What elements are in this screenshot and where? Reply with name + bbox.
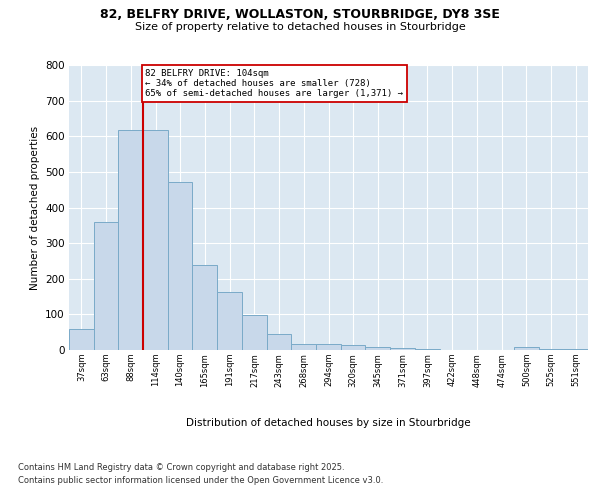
Bar xyxy=(192,265,217,350)
Bar xyxy=(143,130,168,350)
Bar xyxy=(242,315,267,350)
Bar xyxy=(365,347,390,350)
Bar xyxy=(390,348,415,350)
Bar xyxy=(118,130,143,350)
Y-axis label: Number of detached properties: Number of detached properties xyxy=(29,126,40,290)
Bar xyxy=(514,347,539,350)
Text: 82, BELFRY DRIVE, WOLLASTON, STOURBRIDGE, DY8 3SE: 82, BELFRY DRIVE, WOLLASTON, STOURBRIDGE… xyxy=(100,8,500,20)
Bar xyxy=(291,344,316,350)
Text: Distribution of detached houses by size in Stourbridge: Distribution of detached houses by size … xyxy=(187,418,471,428)
Text: Contains public sector information licensed under the Open Government Licence v3: Contains public sector information licen… xyxy=(18,476,383,485)
Text: Contains HM Land Registry data © Crown copyright and database right 2025.: Contains HM Land Registry data © Crown c… xyxy=(18,464,344,472)
Bar xyxy=(168,182,192,350)
Text: 82 BELFRY DRIVE: 104sqm
← 34% of detached houses are smaller (728)
65% of semi-d: 82 BELFRY DRIVE: 104sqm ← 34% of detache… xyxy=(145,68,403,98)
Bar xyxy=(69,330,94,350)
Bar xyxy=(94,222,118,350)
Bar xyxy=(316,344,341,350)
Bar xyxy=(341,345,365,350)
Bar xyxy=(267,334,291,350)
Bar xyxy=(217,292,242,350)
Text: Size of property relative to detached houses in Stourbridge: Size of property relative to detached ho… xyxy=(134,22,466,32)
